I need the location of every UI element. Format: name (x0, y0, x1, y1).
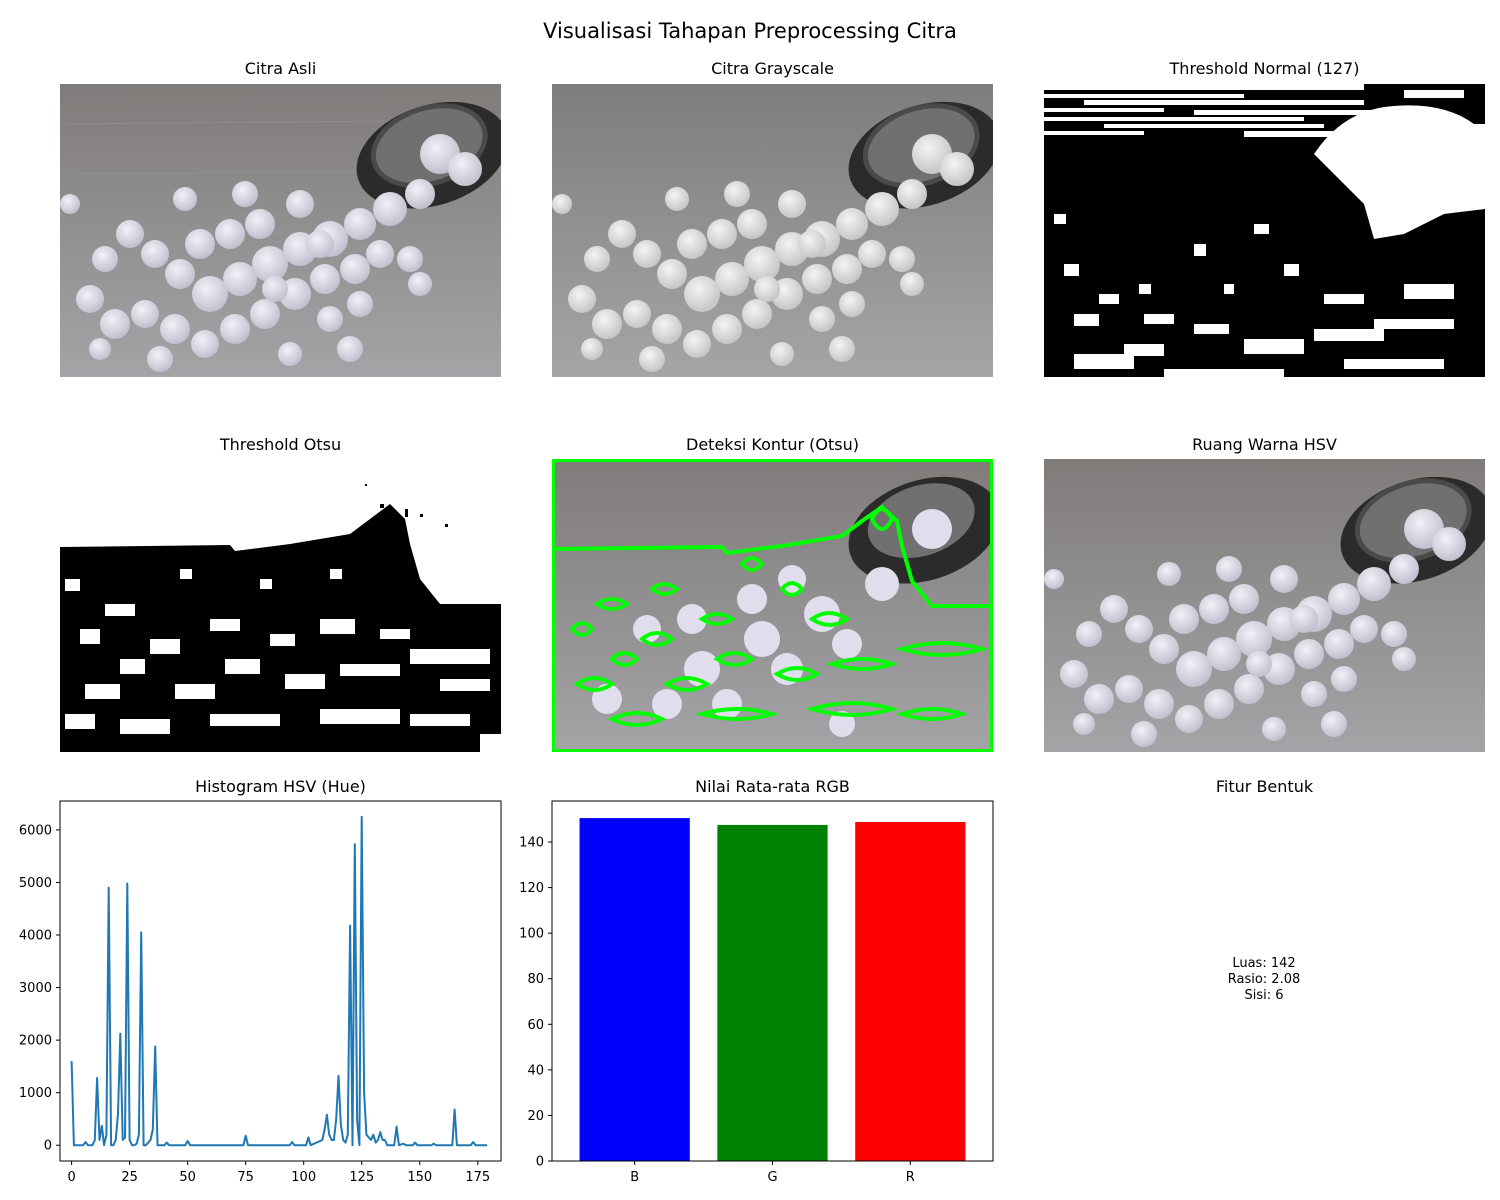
y-tick-label: 4000 (19, 929, 52, 944)
y-tick-label: 120 (519, 881, 544, 896)
y-tick-label: 3000 (19, 981, 52, 996)
y-tick-label: 140 (519, 836, 544, 851)
panel-title-threshold-otsu: Threshold Otsu (219, 435, 342, 454)
threshold-otsu-image (60, 459, 501, 752)
hsv-image (1044, 459, 1485, 752)
figure-title: Visualisasi Tahapan Preprocessing Citra (543, 19, 957, 43)
feature-rasio: Rasio: 2.08 (1227, 972, 1301, 987)
x-tick-label: 50 (179, 1170, 196, 1185)
plot-frame (59, 800, 502, 1162)
x-tick-label: 175 (465, 1170, 490, 1185)
panel-title-hsv: Ruang Warna HSV (1192, 435, 1337, 454)
panel-title-contour: Deteksi Kontur (Otsu) (686, 435, 859, 454)
panel-title-threshold-normal: Threshold Normal (127) (1169, 59, 1360, 78)
y-tick-label: 1000 (19, 1086, 52, 1101)
feature-sisi: Sisi: 6 (1244, 988, 1284, 1003)
x-tick-label: B (630, 1170, 639, 1185)
hue-histogram-chart: 0 25 50 75 100 125 150 175 0 1000 2000 3000 4000 5000… (19, 800, 502, 1185)
y-tick-label: 60 (527, 1018, 544, 1033)
x-tick-label: 75 (237, 1170, 254, 1185)
y-tick-label: 40 (527, 1063, 544, 1078)
panel-title-grayscale: Citra Grayscale (711, 59, 834, 78)
x-tick-label: 150 (407, 1170, 432, 1185)
grayscale-image (552, 84, 993, 377)
x-tick-label: G (767, 1170, 777, 1185)
bar-b (579, 818, 690, 1161)
threshold-normal-image (1044, 84, 1485, 377)
y-tick-label: 5000 (19, 876, 52, 891)
rgb-mean-bar-chart: B G R 0 20 40 60 80 100 120 140 (519, 800, 994, 1185)
y-tick-label: 0 (536, 1155, 544, 1170)
feature-luas: Luas: 142 (1232, 956, 1296, 971)
panel-title-hist: Histogram HSV (Hue) (195, 777, 366, 796)
x-tick-label: 25 (121, 1170, 138, 1185)
y-tick-label: 0 (44, 1139, 52, 1154)
original-image (60, 84, 501, 377)
x-tick-label: 0 (67, 1170, 75, 1185)
bar-g (717, 824, 828, 1161)
panel-title-shape: Fitur Bentuk (1215, 777, 1314, 796)
panel-title-original: Citra Asli (244, 59, 317, 78)
hue-series-line (70, 815, 488, 1147)
x-tick-label: R (906, 1170, 915, 1185)
x-tick-label: 100 (291, 1170, 316, 1185)
y-tick-label: 6000 (19, 823, 52, 838)
shape-features: Luas: 142 Rasio: 2.08 Sisi: 6 (1164, 956, 1364, 1004)
contour-image (552, 459, 993, 752)
bar-r (855, 821, 966, 1161)
y-tick-label: 80 (527, 972, 544, 987)
y-tick-label: 20 (527, 1109, 544, 1124)
panel-title-rgb: Nilai Rata-rata RGB (695, 777, 850, 796)
y-tick-label: 2000 (19, 1034, 52, 1049)
y-tick-label: 100 (519, 927, 544, 942)
x-tick-label: 125 (349, 1170, 374, 1185)
